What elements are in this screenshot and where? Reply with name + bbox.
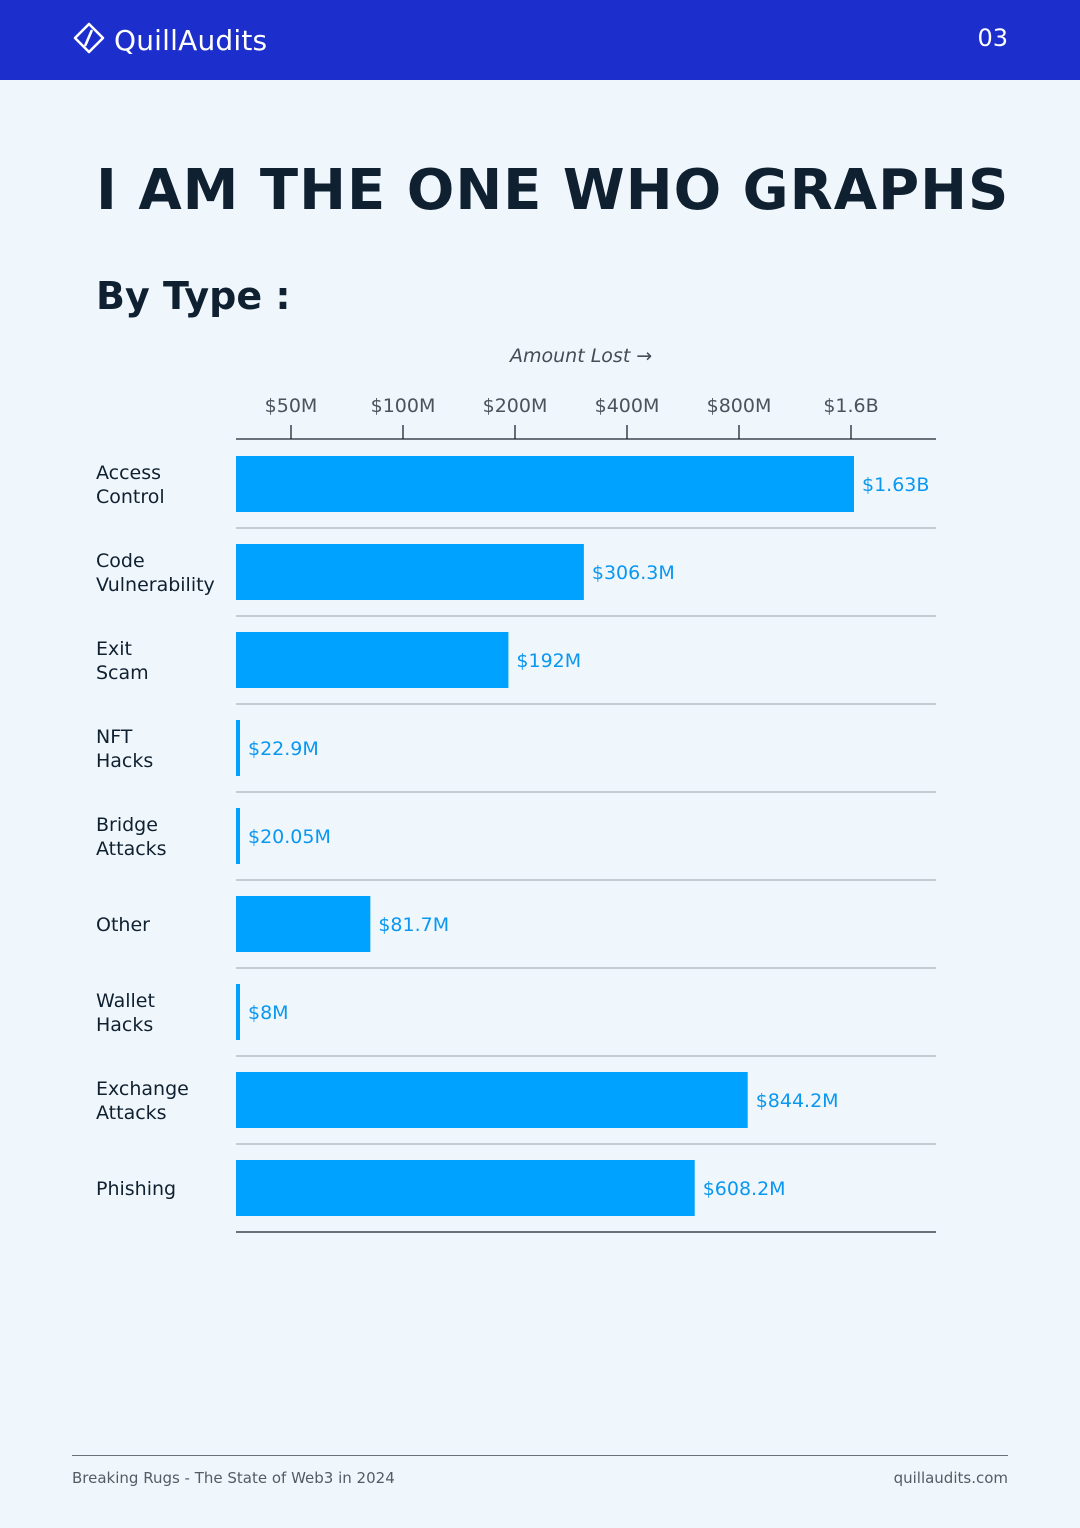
x-tick-label-4: $800M <box>707 395 772 417</box>
category-label-7-line-0: Exchange <box>96 1078 189 1100</box>
quill-logo-icon <box>72 21 106 59</box>
bar-value-label-8: $608.2M <box>703 1178 786 1200</box>
section-subtitle: By Type : <box>96 274 291 318</box>
category-label-2-line-0: Exit <box>96 638 132 660</box>
category-label-3-line-1: Hacks <box>96 750 153 772</box>
bar-2 <box>236 632 509 688</box>
bar-value-label-4: $20.05M <box>248 826 331 848</box>
bar-value-label-0: $1.63B <box>862 474 929 496</box>
bar-5 <box>236 896 371 952</box>
bar-value-label-7: $844.2M <box>756 1090 839 1112</box>
category-label-7-line-1: Attacks <box>96 1102 167 1124</box>
bar-value-label-2: $192M <box>516 650 581 672</box>
bar-4 <box>236 808 240 864</box>
category-label-0-line-1: Control <box>96 486 165 508</box>
bar-value-label-5: $81.7M <box>378 914 449 936</box>
category-label-5-line-0: Other <box>96 914 150 936</box>
category-label-6-line-1: Hacks <box>96 1014 153 1036</box>
bar-0 <box>236 456 855 512</box>
category-label-1-line-0: Code <box>96 550 145 572</box>
bar-7 <box>236 1072 748 1128</box>
x-axis-title: Amount Lost → <box>510 345 653 367</box>
x-tick-label-2: $200M <box>483 395 548 417</box>
category-label-1-line-1: Vulnerability <box>96 574 215 596</box>
category-label-2-line-1: Scam <box>96 662 149 684</box>
bar-6 <box>236 984 240 1040</box>
brand-name: QuillAudits <box>114 23 268 57</box>
x-tick-label-5: $1.6B <box>823 395 878 417</box>
amount-lost-bar-chart: $50M $100M $200M $400M $800M $1.6B $1.63B Acces… <box>96 395 936 1233</box>
page-number: 03 <box>977 24 1008 52</box>
category-label-4-line-1: Attacks <box>96 838 167 860</box>
bar-value-label-3: $22.9M <box>248 738 319 760</box>
category-label-4-line-0: Bridge <box>96 814 158 836</box>
bar-1 <box>236 544 584 600</box>
footer-report-title: Breaking Rugs - The State of Web3 in 202… <box>72 1469 395 1487</box>
brand-logo[interactable]: QuillAudits <box>72 22 267 58</box>
category-label-8-line-0: Phishing <box>96 1178 176 1200</box>
footer-website: quillaudits.com <box>893 1469 1008 1487</box>
x-tick-label-0: $50M <box>265 395 318 417</box>
category-label-6-line-0: Wallet <box>96 990 155 1012</box>
x-tick-label-1: $100M <box>371 395 436 417</box>
header-bar: QuillAudits 03 <box>0 0 1080 80</box>
bar-3 <box>236 720 240 776</box>
footer-divider <box>72 1455 1008 1456</box>
page-title: I AM THE ONE WHO GRAPHS <box>96 158 1010 223</box>
category-label-3-line-0: NFT <box>96 726 133 748</box>
bar-value-label-6: $8M <box>248 1002 289 1024</box>
bar-value-label-1: $306.3M <box>592 562 675 584</box>
bar-8 <box>236 1160 695 1216</box>
category-label-0-line-0: Access <box>96 462 161 484</box>
x-tick-label-3: $400M <box>595 395 660 417</box>
